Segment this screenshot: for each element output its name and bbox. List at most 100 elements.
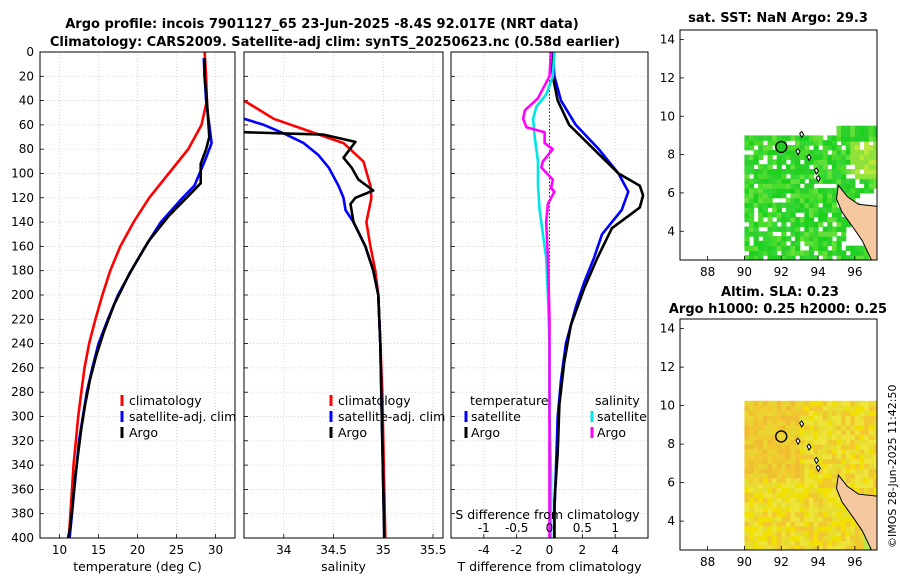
sla-cell	[831, 511, 838, 517]
sla-cell	[785, 545, 792, 550]
sla-cell	[762, 506, 769, 513]
sla-cell	[799, 540, 805, 546]
sla-cell	[808, 482, 815, 488]
nicobar-island	[806, 443, 812, 452]
sla-cell	[804, 448, 810, 455]
sla-cell	[781, 530, 787, 537]
sla-cell	[813, 506, 819, 513]
sla-cell	[753, 501, 759, 508]
sla-cell	[831, 424, 838, 431]
sla-cell	[850, 477, 856, 484]
sla-cell	[776, 453, 782, 460]
sst-cell	[776, 169, 782, 175]
sla-cell	[758, 535, 764, 541]
sla-cell	[850, 420, 856, 426]
sst-cell	[767, 169, 773, 175]
sst-cell	[749, 202, 755, 208]
sla-cell	[781, 420, 787, 426]
sst-cell	[781, 154, 787, 160]
sla-cell	[845, 458, 851, 464]
sst-cell	[753, 178, 759, 184]
sst-cell	[873, 140, 877, 146]
sla-cell	[749, 492, 755, 498]
legend-label-temp-satellite: satellite	[471, 409, 521, 424]
sla-cell	[841, 545, 847, 550]
sst-cell	[822, 169, 828, 175]
sst-cell	[873, 145, 877, 151]
sla-cell	[758, 400, 764, 407]
sla-cell	[790, 429, 796, 436]
sla-cell	[772, 492, 778, 498]
sla-cell	[827, 492, 833, 498]
sla-cell	[804, 482, 810, 488]
sla-cell	[854, 458, 861, 464]
nicobar-island	[806, 153, 812, 162]
sst-cell	[808, 173, 815, 180]
sst-cell	[744, 183, 750, 189]
sst-cell	[836, 216, 842, 223]
legend-label-argo: Argo	[338, 425, 367, 440]
sla-cell	[790, 516, 796, 522]
sst-cell	[781, 192, 787, 199]
sla-cell	[781, 473, 787, 479]
legend-label-sal-satellite: satellite	[597, 409, 647, 424]
sla-cell	[818, 453, 824, 460]
sla-cell	[799, 405, 805, 411]
sla-cell	[864, 415, 870, 421]
sst-cell	[841, 226, 847, 232]
sst-cell	[822, 197, 828, 204]
sst-cell	[864, 188, 870, 194]
sst-cell	[776, 135, 782, 141]
sla-cell	[753, 434, 759, 440]
sla-cell	[854, 400, 861, 407]
sla-cell	[767, 468, 773, 474]
sla-cell	[753, 400, 759, 407]
sla-cell	[776, 473, 782, 479]
sst-cell	[744, 173, 750, 180]
sla-cell	[753, 511, 759, 517]
sla-cell	[808, 545, 815, 550]
sla-cell	[827, 458, 833, 464]
sla-cell	[767, 506, 773, 513]
sla-cell	[753, 540, 759, 546]
sst-cell	[799, 173, 805, 180]
sla-cell	[772, 405, 778, 411]
sla-cell	[864, 468, 870, 474]
sla-cell	[868, 405, 874, 411]
sst-cell	[753, 250, 759, 256]
sla-cell	[822, 444, 828, 450]
sla-cell	[776, 410, 782, 416]
sst-cell	[799, 197, 805, 204]
sla-cell	[873, 429, 877, 436]
sla-cell	[795, 487, 801, 493]
sla-cell	[744, 448, 750, 455]
sla-cell	[799, 468, 805, 474]
sst-cell	[818, 188, 824, 194]
sla-cell	[785, 511, 792, 517]
sla-cell	[836, 410, 842, 416]
sla-cell	[804, 545, 810, 550]
sst-cell	[836, 221, 842, 228]
sla-cell	[841, 429, 847, 436]
sst-cell	[744, 240, 750, 247]
sla-cell	[767, 477, 773, 484]
sla-cell	[795, 482, 801, 488]
sla-cell	[822, 434, 828, 440]
sst-cell	[776, 226, 782, 232]
sst-cell	[831, 169, 838, 175]
sla-cell	[808, 516, 815, 522]
sst-cell	[818, 149, 824, 156]
sla-cell	[785, 535, 792, 541]
sla-cell	[836, 540, 842, 546]
sla-cell	[827, 434, 833, 440]
sla-cell	[827, 448, 833, 455]
sla-cell	[767, 535, 773, 541]
sst-cell	[767, 188, 773, 194]
sla-cell	[804, 521, 810, 527]
sst-cell	[813, 178, 819, 184]
sla-cell	[808, 424, 815, 431]
sst-cell	[795, 197, 801, 204]
sla-cell	[808, 434, 815, 440]
sla-cell	[795, 424, 801, 431]
sst-cell	[772, 149, 778, 156]
